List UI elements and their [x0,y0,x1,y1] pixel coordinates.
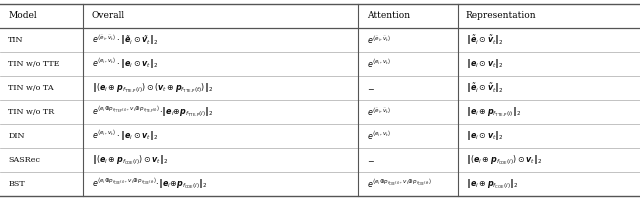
Text: TIN: TIN [8,36,24,44]
Text: TIN w/o TA: TIN w/o TA [8,84,54,92]
Text: SASRec: SASRec [8,156,40,164]
Text: $e^{\langle e_i{\oplus}p_{f_{\mathrm{COE}}(i)},\, v_t{\oplus}p_{f_{\mathrm{COE}}: $e^{\langle e_i{\oplus}p_{f_{\mathrm{COE… [367,178,431,190]
Text: $\|\boldsymbol{e}_i \oplus \boldsymbol{p}_{f_{\mathrm{COE}}(i)}\|_2$: $\|\boldsymbol{e}_i \oplus \boldsymbol{p… [466,177,518,191]
Text: $e^{\langle \tilde{e}_i,\tilde{v}_t \rangle}$: $e^{\langle \tilde{e}_i,\tilde{v}_t \ran… [367,106,390,118]
Text: Attention: Attention [367,11,410,21]
Text: $\|\tilde{\boldsymbol{e}}_i \odot \tilde{\boldsymbol{v}}_t\|_2$: $\|\tilde{\boldsymbol{e}}_i \odot \tilde… [466,33,504,47]
Text: BST: BST [8,180,25,188]
Text: Model: Model [8,11,37,21]
Text: TIN w/o TTE: TIN w/o TTE [8,60,60,68]
Text: $e^{\langle e_i{\oplus}p_{f_{\mathrm{COE}}(i)},\, v_t{\oplus}p_{f_{\mathrm{COE}}: $e^{\langle e_i{\oplus}p_{f_{\mathrm{COE… [92,177,207,191]
Text: $-$: $-$ [367,156,374,164]
Text: $-$: $-$ [367,83,374,92]
Text: Overall: Overall [92,11,125,21]
Text: $\|\boldsymbol{e}_i \odot \boldsymbol{v}_t\|_2$: $\|\boldsymbol{e}_i \odot \boldsymbol{v}… [466,58,504,71]
Text: $\|\boldsymbol{e}_i \oplus \boldsymbol{p}_{f_{\mathrm{TTE\text{-}P}}(i)}\|_2$: $\|\boldsymbol{e}_i \oplus \boldsymbol{p… [466,105,522,119]
Text: DIN: DIN [8,132,25,140]
Text: $\|(\boldsymbol{e}_i \oplus \boldsymbol{p}_{f_{\mathrm{TTE\text{-}P}}(i)}) \odot: $\|(\boldsymbol{e}_i \oplus \boldsymbol{… [92,81,212,95]
Text: $\|(\boldsymbol{e}_i \oplus \boldsymbol{p}_{f_{\mathrm{COE}}(i)}) \odot \boldsym: $\|(\boldsymbol{e}_i \oplus \boldsymbol{… [466,153,543,167]
Text: $e^{\langle \tilde{e}_i,\tilde{v}_t \rangle} \cdot \|\tilde{\boldsymbol{e}}_i \o: $e^{\langle \tilde{e}_i,\tilde{v}_t \ran… [92,33,158,47]
Text: TIN w/o TR: TIN w/o TR [8,108,54,116]
Text: $e^{\langle \tilde{e}_i,\tilde{v}_t \rangle}$: $e^{\langle \tilde{e}_i,\tilde{v}_t \ran… [367,34,390,46]
Text: $e^{\langle e_i, v_t \rangle} \cdot \|\boldsymbol{e}_i \odot \boldsymbol{v}_t\|_: $e^{\langle e_i, v_t \rangle} \cdot \|\b… [92,57,157,71]
Text: $\|\boldsymbol{e}_i \odot \boldsymbol{v}_t\|_2$: $\|\boldsymbol{e}_i \odot \boldsymbol{v}… [466,130,504,142]
Text: Representation: Representation [466,11,536,21]
Text: $e^{\langle e_i{\oplus}p_{f_{\mathrm{TTE\text{-}P}}(i)},\, v_t{\oplus}p_{f_{\mat: $e^{\langle e_i{\oplus}p_{f_{\mathrm{TTE… [92,105,214,119]
Text: $e^{\langle e_i, v_t \rangle}$: $e^{\langle e_i, v_t \rangle}$ [367,130,390,142]
Text: $\|\tilde{\boldsymbol{e}}_i \odot \tilde{\boldsymbol{v}}_t\|_2$: $\|\tilde{\boldsymbol{e}}_i \odot \tilde… [466,81,504,95]
Text: $e^{\langle e_i, v_t \rangle}$: $e^{\langle e_i, v_t \rangle}$ [367,58,390,70]
Text: $e^{\langle e_i, v_t \rangle} \cdot \|\boldsymbol{e}_i \odot \boldsymbol{v}_t\|_: $e^{\langle e_i, v_t \rangle} \cdot \|\b… [92,129,157,143]
Text: $\|(\boldsymbol{e}_i \oplus \boldsymbol{p}_{f_{\mathrm{COE}}(i)}) \odot \boldsym: $\|(\boldsymbol{e}_i \oplus \boldsymbol{… [92,153,168,167]
